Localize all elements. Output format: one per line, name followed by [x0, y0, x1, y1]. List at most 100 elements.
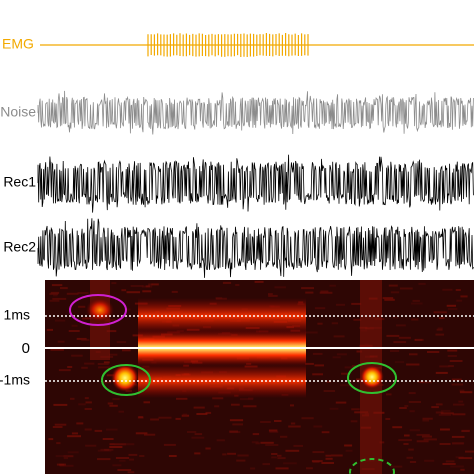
noise-cell [336, 303, 345, 306]
noise-cell [137, 416, 144, 419]
noise-cell [386, 393, 392, 396]
noise-cell [63, 457, 68, 460]
noise-cell [232, 423, 243, 426]
noise-cell [341, 372, 349, 375]
noise-cell [127, 471, 135, 474]
noise-cell [243, 405, 257, 408]
noise-cell [435, 403, 443, 406]
noise-cell [277, 454, 282, 457]
noise-cell [323, 390, 335, 392]
noise-cell [54, 319, 66, 322]
noise-cell [98, 366, 111, 369]
noise-cell [351, 365, 359, 367]
noise-cell [46, 328, 53, 331]
noise-cell [465, 450, 474, 453]
noise-cell [329, 284, 336, 287]
noise-cell [435, 333, 445, 336]
circle-marker [101, 364, 151, 396]
noise-cell [52, 297, 67, 300]
noise-cell [265, 444, 279, 446]
noise-cell [408, 392, 416, 395]
noise-cell [442, 288, 453, 291]
noise-cell [449, 360, 463, 362]
noise-cell [84, 408, 92, 410]
noise-cell [392, 316, 398, 319]
noise-cell [150, 418, 159, 421]
noise-cell [331, 322, 338, 325]
noise-cell [418, 282, 426, 285]
noise-cell [125, 308, 131, 311]
noise-cell [442, 463, 456, 465]
noise-cell [290, 422, 296, 425]
trace-label: Noise [0, 104, 36, 120]
noise-cell [251, 441, 259, 444]
noise-cell [460, 295, 468, 298]
noise-cell [349, 380, 361, 383]
noise-cell [288, 425, 301, 428]
axis-label: -1ms [0, 372, 30, 388]
noise-cell [448, 365, 454, 368]
hotspot [111, 364, 139, 392]
noise-cell [305, 362, 314, 365]
noise-cell [335, 401, 347, 404]
noise-cell [126, 291, 141, 294]
noise-cell [460, 468, 465, 471]
noise-cell [84, 397, 89, 400]
noise-cell [81, 338, 90, 341]
noise-cell [436, 328, 443, 331]
noise-cell [382, 297, 394, 300]
noise-cell [70, 397, 75, 400]
noise-cell [403, 443, 409, 445]
noise-cell [351, 302, 362, 305]
noise-cell [409, 461, 417, 463]
noise-cell [417, 380, 424, 383]
noise-cell [439, 365, 450, 368]
noise-cell [396, 324, 406, 327]
noise-cell [158, 416, 172, 419]
noise-cell [312, 451, 325, 454]
noise-cell [271, 453, 278, 455]
noise-cell [194, 452, 201, 455]
noise-cell [438, 317, 445, 320]
noise-cell [404, 405, 409, 407]
circle-marker [347, 362, 397, 394]
noise-cell [187, 431, 197, 433]
noise-cell [447, 308, 458, 310]
noise-cell [451, 442, 465, 445]
noise-cell [171, 290, 178, 293]
trace-label: EMG [2, 36, 34, 52]
noise-cell [97, 363, 109, 365]
noise-cell [416, 338, 424, 341]
noise-cell [144, 433, 156, 436]
noise-cell [112, 398, 120, 401]
noise-cell [452, 413, 466, 416]
noise-cell [447, 349, 458, 352]
noise-cell [84, 362, 95, 365]
noise-cell [78, 403, 86, 406]
noise-cell [325, 457, 333, 460]
noise-cell [408, 401, 421, 403]
noise-cell [52, 426, 63, 428]
noise-cell [356, 350, 363, 353]
noise-cell [416, 433, 430, 436]
axis-label: 0 [22, 340, 30, 357]
noise-cell [71, 324, 78, 327]
noise-cell [57, 340, 65, 343]
noise-cell [176, 397, 188, 400]
noise-cell [50, 348, 64, 351]
noise-cell [409, 429, 420, 432]
noise-cell [50, 291, 60, 294]
noise-cell [250, 467, 256, 470]
noise-cell [63, 455, 74, 458]
noise-cell [119, 459, 126, 462]
noise-cell [82, 317, 92, 320]
noise-cell [58, 369, 71, 372]
noise-cell [66, 292, 79, 295]
noise-cell [305, 291, 314, 294]
noise-cell [422, 419, 429, 422]
noise-cell [104, 448, 110, 451]
noise-cell [423, 438, 437, 441]
noise-cell [451, 383, 464, 386]
heatmap [45, 280, 474, 474]
